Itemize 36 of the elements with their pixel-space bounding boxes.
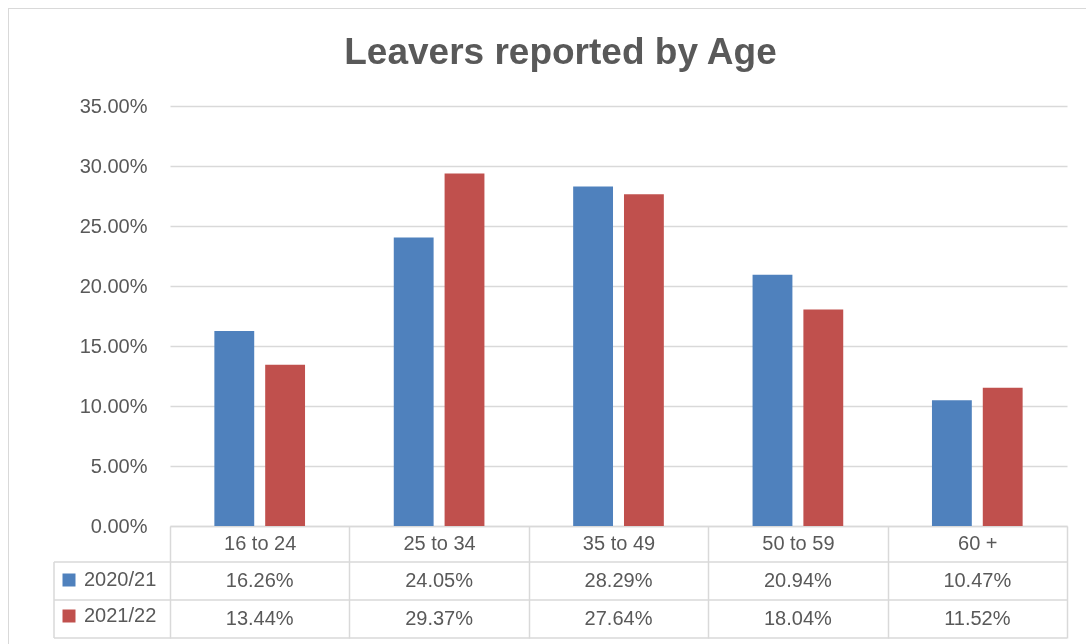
bar [265,364,306,526]
legend-label: 2021/22 [84,604,157,626]
x-tick-label: 35 to 49 [582,531,656,554]
data-label: 18.04% [763,607,833,629]
data-label: 20.94% [763,569,833,591]
data-label: 29.37% [405,607,474,629]
x-tick-label: 60 + [958,531,998,554]
y-tick-label: 0.00% [90,514,148,537]
bar [573,186,614,526]
y-tick-label: 15.00% [79,334,148,357]
data-label: 11.52% [944,607,1011,629]
data-label: 16.26% [225,569,294,591]
data-label: 24.05% [405,569,474,591]
x-tick-label: 16 to 24 [224,531,297,554]
bar [623,194,664,526]
y-tick-label: 35.00% [79,94,148,117]
bar [393,237,434,526]
bar [803,309,844,526]
bar [752,274,793,526]
x-tick-label: 25 to 34 [403,531,476,554]
data-label: 28.29% [584,569,653,591]
chart-title: Leavers reported by Age [344,31,777,72]
bar [982,387,1023,526]
y-tick-label: 5.00% [90,454,148,477]
data-label: 27.64% [584,607,653,629]
bar [214,330,255,526]
bar [444,173,485,526]
y-tick-label: 10.00% [79,394,148,417]
bar [931,400,972,526]
data-label: 13.44% [225,607,294,629]
data-label: 10.47% [943,569,1012,591]
y-tick-label: 25.00% [79,214,148,237]
y-tick-label: 30.00% [79,154,148,177]
legend-label: 2020/21 [84,568,157,590]
x-tick-label: 50 to 59 [762,531,835,554]
y-tick-label: 20.00% [79,274,148,297]
